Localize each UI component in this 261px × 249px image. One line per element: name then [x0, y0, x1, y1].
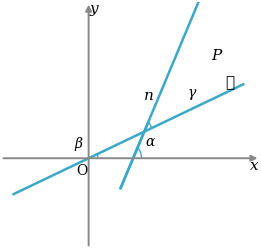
- Text: P: P: [211, 49, 221, 63]
- Text: x: x: [250, 159, 259, 173]
- Text: ℓ: ℓ: [225, 76, 234, 90]
- Text: O: O: [76, 164, 87, 178]
- Text: β: β: [75, 137, 82, 151]
- Text: α: α: [145, 135, 155, 149]
- Text: γ: γ: [187, 86, 196, 100]
- Text: n: n: [144, 89, 154, 103]
- Text: y: y: [89, 2, 98, 16]
